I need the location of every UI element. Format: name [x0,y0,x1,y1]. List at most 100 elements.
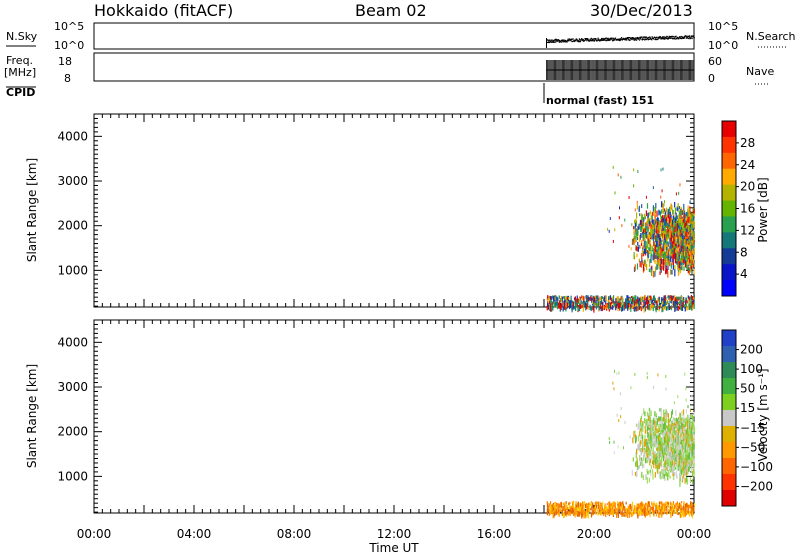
power-point [683,236,684,241]
power-ground-point [567,303,568,308]
nsky-dot [646,37,647,38]
nsky-dot [609,40,610,41]
nsky-dot [643,39,644,40]
power-point [666,217,667,221]
power-point [633,184,634,187]
power-ground-point [671,296,672,301]
nsky-dot [640,39,641,40]
velocity-ground-point [678,513,679,515]
velocity-point [679,467,680,471]
power-ground-point [623,304,624,309]
nsky-dot [625,39,626,40]
velocity-point [685,387,686,390]
velocity-point [663,415,664,421]
power-point [674,248,675,253]
nsky-dot [690,38,691,39]
power-point [662,225,663,231]
nsky-dot [572,38,573,39]
power-point [691,241,692,244]
power-colorbar-tick-label: 24 [740,158,755,172]
velocity-point [652,473,653,479]
power-point [660,263,661,270]
velocity-point [630,436,631,439]
velocity-point [671,425,672,429]
power-point [651,254,652,257]
power-point [654,253,655,259]
velocity-point [663,424,664,430]
velocity-ground-point [649,502,650,507]
power-ground-point [675,301,676,305]
velocity-point [648,416,649,421]
velocity-point [681,445,682,450]
power-ground-point [559,300,560,304]
power-point [640,261,641,267]
power-point [644,235,645,241]
power-ground-point [550,305,551,310]
velocity-point [655,458,656,464]
power-ground-point [627,305,628,311]
power-point [641,220,642,227]
freq-unit-label: [MHz] [4,66,36,79]
nsky-dot [636,39,637,40]
power-point [648,247,649,250]
velocity-point [676,449,677,452]
nsky-dot [641,37,642,38]
power-point [680,210,681,217]
power-ground-point [675,305,676,311]
power-point [672,220,673,225]
power-ground-point [665,295,666,299]
velocity-point [651,465,652,469]
power-ground-point [584,301,585,306]
power-point [653,186,654,189]
power-point [670,256,671,262]
velocity-point [661,425,662,430]
power-point [687,240,688,243]
velocity-point [642,413,643,416]
power-ground-point [653,307,654,311]
power-point [640,220,641,225]
power-point [661,222,662,229]
velocity-point [686,437,687,444]
velocity-point [672,426,673,431]
velocity-point [653,460,654,466]
velocity-point [630,386,631,389]
power-ground-point [603,306,604,308]
power-colorbar-segment [722,121,736,137]
velocity-point [681,420,682,423]
power-ground-point [559,295,560,298]
power-point [679,206,680,209]
velocity-point [670,418,671,422]
nsky-dot [686,35,687,36]
power-ground-point [667,301,668,303]
nsky-dot [655,37,656,38]
nsky-dot [588,39,589,40]
power-point [618,173,619,176]
power-ground-point [693,297,694,299]
velocity-ground-point [547,509,548,515]
velocity-ground-point [568,503,569,505]
power-ground-point [654,304,655,306]
nsky-dot [611,38,612,39]
power-point [667,219,668,223]
power-point [691,250,692,256]
velocity-point [688,423,689,428]
power-ground-point [685,307,686,312]
power-ground-point [677,301,678,304]
power-point [648,232,649,238]
velocity-point [658,424,659,430]
velocity-point [643,441,644,446]
velocity-point [674,401,675,404]
velocity-point [668,439,669,442]
nsky-dot [548,41,549,42]
velocity-point [649,478,650,483]
velocity-point [653,454,654,459]
power-point [619,206,620,209]
power-point [641,204,642,208]
velocity-point [657,418,658,425]
power-point [619,216,620,219]
power-ground-point [583,296,584,301]
power-point [674,253,675,260]
power-point [649,269,650,272]
power-point [681,240,682,246]
power-ground-point [686,307,687,311]
